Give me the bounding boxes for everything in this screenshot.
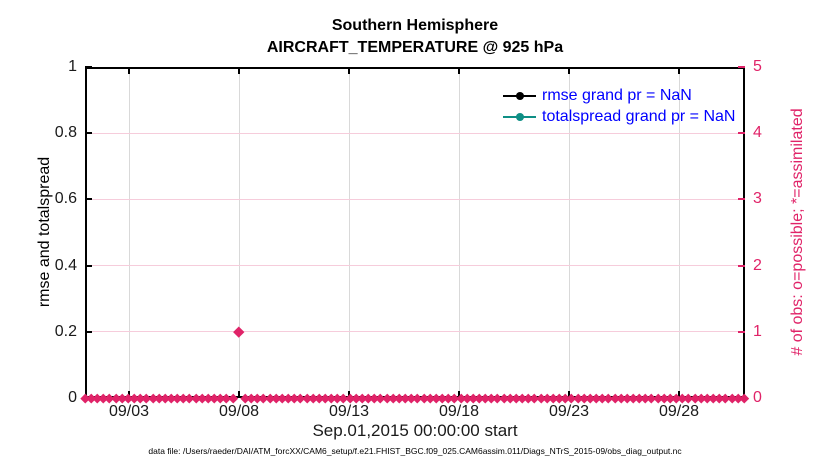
vertical-gridline bbox=[568, 67, 570, 398]
left-y-tick-label: 0.6 bbox=[54, 190, 77, 208]
left-y-tick-label: 0.8 bbox=[54, 124, 77, 142]
left-y-tick bbox=[85, 198, 92, 201]
legend: rmse grand pr = NaN totalspread grand pr … bbox=[503, 85, 735, 127]
x-tick-label: 09/03 bbox=[108, 403, 150, 420]
x-tick-bottom bbox=[678, 391, 680, 398]
right-y-tick bbox=[738, 132, 745, 135]
x-tick-top bbox=[458, 67, 460, 74]
chart-title-line1: Southern Hemisphere bbox=[331, 17, 499, 34]
horizontal-gridline bbox=[85, 265, 745, 267]
x-tick-top bbox=[348, 67, 350, 74]
x-axis-label: Sep.01,2015 00:00:00 start bbox=[312, 421, 518, 440]
right-y-tick-label: 4 bbox=[753, 124, 762, 142]
data-file-path: data file: /Users/raeder/DAI/ATM_forcXX/… bbox=[148, 446, 682, 456]
left-y-tick bbox=[85, 330, 92, 333]
vertical-gridline bbox=[238, 67, 240, 398]
right-y-tick-label: 2 bbox=[753, 256, 762, 274]
obs-band-marker bbox=[228, 393, 238, 403]
right-y-tick bbox=[738, 66, 745, 68]
obs-band-marker bbox=[739, 393, 749, 403]
legend-line-sample bbox=[503, 112, 536, 121]
left-y-tick-label: 1 bbox=[68, 58, 77, 75]
horizontal-gridline bbox=[85, 198, 745, 200]
left-y-axis-label: rmse and totalspread bbox=[36, 156, 53, 308]
x-tick-bottom bbox=[238, 391, 240, 398]
left-y-tick-label: 0 bbox=[68, 389, 77, 406]
x-tick-label: 09/13 bbox=[328, 403, 370, 420]
legend-row-0: rmse grand pr = NaN bbox=[503, 85, 735, 106]
right-y-tick-label: 0 bbox=[753, 389, 762, 406]
x-tick-label: 09/23 bbox=[548, 403, 590, 420]
obs-assimilated-marker bbox=[233, 326, 245, 338]
horizontal-gridline bbox=[85, 331, 745, 333]
x-tick-top bbox=[238, 67, 240, 74]
chart-title-line2: AIRCRAFT_TEMPERATURE @ 925 hPa bbox=[266, 39, 564, 56]
vertical-gridline bbox=[678, 67, 680, 398]
left-y-tick bbox=[85, 132, 92, 135]
vertical-gridline bbox=[128, 67, 130, 398]
left-y-tick-label: 0.4 bbox=[54, 256, 77, 274]
x-tick-label: 09/28 bbox=[658, 403, 700, 420]
legend-circle-marker-icon bbox=[516, 112, 524, 121]
right-y-tick-label: 3 bbox=[753, 190, 762, 208]
x-tick-label: 09/18 bbox=[438, 403, 480, 420]
plot-area: rmse grand pr = NaN totalspread grand pr … bbox=[80, 66, 749, 403]
right-spine bbox=[743, 67, 745, 398]
right-y-tick bbox=[738, 198, 745, 201]
right-y-tick bbox=[738, 264, 745, 267]
vertical-gridline bbox=[458, 67, 460, 398]
legend-line-sample bbox=[503, 91, 536, 100]
legend-row-1: totalspread grand pr = NaN bbox=[503, 106, 735, 127]
legend-circle-marker-icon bbox=[516, 91, 524, 100]
legend-label: rmse grand pr = NaN bbox=[542, 86, 692, 104]
left-y-tick bbox=[85, 264, 92, 267]
right-y-axis-label: # of obs: o=possible; *=assimilated bbox=[789, 108, 806, 356]
horizontal-gridline bbox=[85, 132, 745, 134]
top-spine bbox=[85, 67, 745, 69]
right-y-tick-label: 5 bbox=[753, 58, 762, 75]
vertical-gridline bbox=[348, 67, 350, 398]
legend-label: totalspread grand pr = NaN bbox=[542, 107, 736, 125]
x-tick-label: 09/08 bbox=[218, 403, 260, 420]
left-y-tick bbox=[85, 66, 92, 68]
left-y-tick-label: 0.2 bbox=[54, 322, 77, 340]
left-spine bbox=[85, 67, 87, 398]
x-tick-top bbox=[128, 67, 130, 74]
x-tick-top bbox=[678, 67, 680, 74]
right-y-tick bbox=[738, 330, 745, 333]
x-tick-top bbox=[568, 67, 570, 74]
right-y-tick-label: 1 bbox=[753, 322, 762, 340]
